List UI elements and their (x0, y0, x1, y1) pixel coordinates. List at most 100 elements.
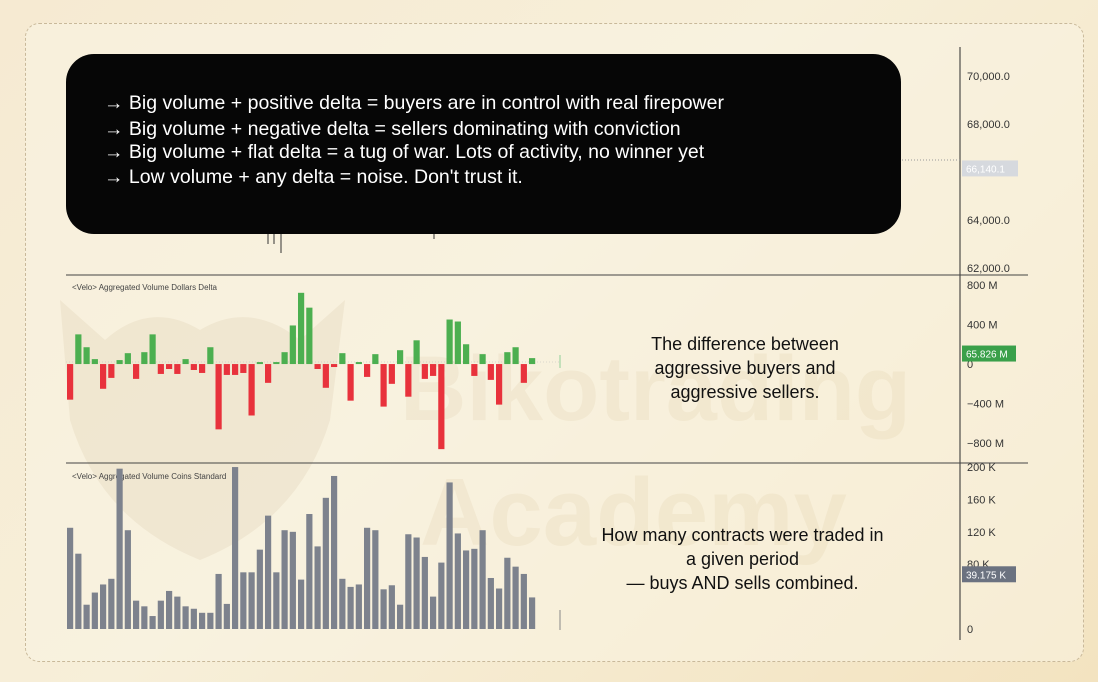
volume-bar (91, 592, 98, 629)
delta-bar (479, 354, 486, 365)
volume-bar (529, 597, 536, 629)
volume-annotation: How many contracts were traded in a give… (560, 523, 925, 595)
volume-bar (397, 604, 404, 629)
delta-bar (314, 364, 321, 369)
price-tick-label: 68,000.0 (967, 119, 1010, 131)
delta-bar (166, 364, 173, 369)
volume-bar (75, 553, 82, 629)
delta-bar (199, 364, 206, 373)
delta-bar (487, 364, 494, 380)
volume-bar (207, 612, 214, 629)
volume-tick-label: 200 K (967, 462, 996, 474)
volume-bar (149, 616, 156, 629)
delta-bar (397, 350, 404, 365)
delta-bar (520, 364, 527, 383)
volume-bar (479, 530, 486, 629)
delta-bar (289, 325, 296, 365)
volume-bar (388, 585, 395, 629)
delta-bar (108, 364, 115, 378)
volume-bar (273, 572, 280, 629)
delta-bar (347, 364, 354, 401)
volume-bar (364, 527, 371, 629)
delta-bar (496, 364, 503, 405)
volume-bar (248, 572, 255, 629)
delta-bar (388, 364, 395, 384)
delta-tick-label: 0 (967, 359, 973, 371)
delta-bar (529, 358, 536, 365)
delta-current-tag-bg (962, 345, 1016, 362)
delta-bar (421, 364, 428, 379)
volume-bar (182, 606, 189, 629)
volume-bar (413, 537, 420, 629)
bullet-negative-delta: → Big volume + negative delta = sellers … (104, 118, 681, 140)
volume-bar (380, 589, 387, 629)
volume-bar (446, 482, 453, 629)
delta-bar (273, 362, 280, 365)
delta-annotation-line: The difference between (651, 334, 839, 354)
delta-bar (83, 347, 90, 365)
delta-bar (322, 364, 329, 388)
price-current-tag-bg (962, 160, 1018, 177)
bullet-low-volume: → Low volume + any delta = noise. Don't … (104, 166, 523, 188)
delta-bar (215, 364, 222, 430)
delta-bar (446, 319, 453, 365)
price-tick-label: 64,000.0 (967, 215, 1010, 227)
delta-bar (298, 292, 305, 365)
volume-annotation-line: a given period (685, 549, 800, 569)
volume-bar (83, 604, 90, 629)
volume-bar (372, 530, 379, 629)
delta-bar (380, 364, 387, 407)
volume-bar (314, 546, 321, 629)
delta-bar (116, 360, 123, 365)
delta-bar (133, 364, 140, 379)
bullet-flat-delta: → Big volume + flat delta = a tug of war… (104, 141, 705, 163)
volume-annotation-line: How many contracts were traded in (601, 525, 884, 545)
delta-bar (100, 364, 107, 389)
delta-bar (331, 364, 338, 368)
delta-bar (240, 364, 247, 373)
delta-bar (471, 364, 478, 376)
delta-bar (512, 347, 519, 365)
volume-bar (116, 468, 123, 629)
volume-tick-label: 120 K (967, 527, 996, 539)
volume-bar (240, 572, 247, 629)
delta-bar (372, 354, 379, 365)
delta-bar (190, 364, 197, 370)
delta-bar (265, 364, 272, 383)
volume-bar (306, 514, 313, 629)
volume-bar (108, 578, 115, 629)
delta-bar (223, 364, 230, 375)
volume-tick-label: 160 K (967, 494, 996, 506)
delta-bar (149, 334, 156, 365)
delta-annotation: The difference between aggressive buyers… (600, 332, 890, 404)
volume-bar (133, 600, 140, 629)
delta-bar (232, 364, 239, 375)
delta-bar (281, 352, 288, 365)
volume-bar (421, 556, 428, 629)
volume-bar (232, 467, 239, 629)
volume-bar (100, 584, 107, 629)
delta-bar (182, 359, 189, 365)
grid-lines (66, 47, 1028, 640)
delta-tick-label: 400 M (967, 319, 998, 331)
delta-bar (141, 352, 148, 365)
volume-bar (190, 608, 197, 629)
delta-bar (306, 307, 313, 365)
volume-bar (67, 527, 74, 629)
delta-bar (157, 364, 164, 374)
volume-bar (174, 596, 181, 629)
delta-bar (504, 352, 511, 365)
volume-bar (124, 530, 131, 629)
price-tick-label: 62,000.0 (967, 263, 1010, 275)
volume-bar (520, 573, 527, 629)
bullet-positive-delta: → Big volume + positive delta = buyers a… (104, 92, 724, 114)
volume-current-tag-bg (962, 566, 1016, 583)
volume-bar (438, 562, 445, 629)
delta-bar (67, 364, 74, 400)
volume-bar (496, 588, 503, 629)
delta-tick-label: 800 M (967, 280, 998, 292)
delta-annotation-line: aggressive buyers and (654, 358, 836, 378)
volume-bar (463, 550, 470, 629)
delta-bar (256, 362, 263, 365)
